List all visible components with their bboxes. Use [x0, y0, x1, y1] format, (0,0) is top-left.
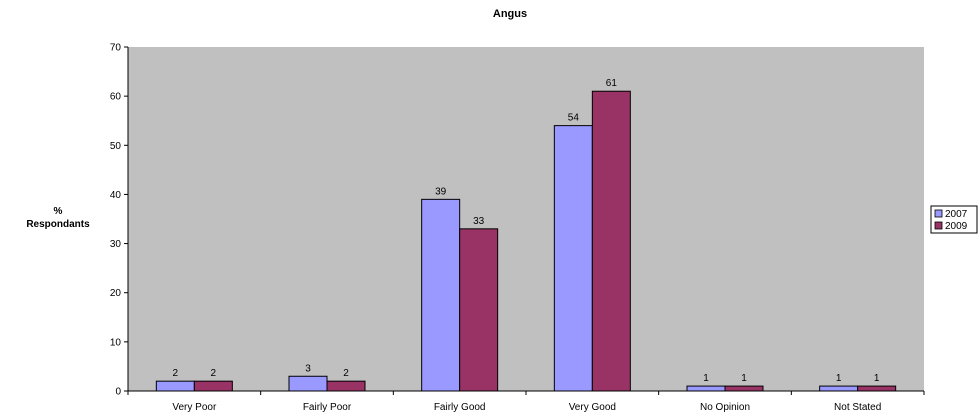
- y-tick-label: 50: [110, 141, 122, 152]
- bar-2009-not-stated: [857, 385, 897, 392]
- y-tick-label: 70: [110, 43, 122, 54]
- chart-marks: 0 10 20 30 40 50 60 70 Very Poor 2 2 Fairly Poor 3 2 F…: [110, 43, 925, 413]
- data-label: 33: [473, 216, 485, 227]
- legend-swatch-2009: [934, 221, 943, 230]
- y-tick-label: 0: [115, 387, 121, 398]
- y-tick-label: 10: [110, 337, 122, 348]
- data-label: 2: [211, 368, 217, 379]
- bar-2007-no-opinion: [686, 385, 726, 392]
- data-label: 2: [343, 368, 349, 379]
- data-label: 39: [435, 186, 447, 197]
- bar-2009-very-poor: [193, 380, 233, 392]
- bar-2009-very-good: [591, 90, 631, 392]
- x-tick-label: No Opinion: [700, 402, 750, 413]
- legend-label-2009: 2009: [945, 221, 968, 232]
- bar-2009-fairly-good: [459, 228, 499, 392]
- data-label: 1: [874, 373, 880, 384]
- data-label: 61: [606, 78, 618, 89]
- data-label: 54: [568, 113, 580, 124]
- bar-2009-fairly-poor: [326, 380, 366, 392]
- data-label: 1: [836, 373, 842, 384]
- bar-2009-no-opinion: [724, 385, 764, 392]
- x-tick-label: Fairly Poor: [303, 402, 352, 413]
- x-tick-label: Very Good: [569, 402, 616, 413]
- legend: 2007 2009: [930, 205, 978, 234]
- plot-area: [128, 47, 924, 391]
- bar-2007-fairly-poor: [288, 375, 328, 392]
- y-tick-label: 30: [110, 239, 122, 250]
- x-tick-label: Not Stated: [834, 402, 881, 413]
- y-axis-label-line-2: Respondants: [26, 219, 90, 230]
- x-tick-label: Fairly Good: [434, 402, 486, 413]
- legend-label-2007: 2007: [945, 209, 968, 220]
- x-tick-label: Very Poor: [172, 402, 217, 413]
- bar-2007-very-good: [553, 125, 593, 392]
- data-label: 2: [173, 368, 179, 379]
- bar-2007-very-poor: [155, 380, 195, 392]
- bar-2007-not-stated: [819, 385, 859, 392]
- chart-title: Angus: [493, 8, 527, 20]
- y-axis-label-line-1: %: [54, 206, 63, 217]
- y-tick-label: 60: [110, 92, 122, 103]
- y-tick-label: 40: [110, 190, 122, 201]
- data-label: 1: [741, 373, 747, 384]
- legend-swatch-2007: [934, 209, 943, 218]
- y-tick-label: 20: [110, 288, 122, 299]
- data-label: 3: [305, 363, 311, 374]
- bar-2007-fairly-good: [421, 198, 461, 392]
- data-label: 1: [703, 373, 709, 384]
